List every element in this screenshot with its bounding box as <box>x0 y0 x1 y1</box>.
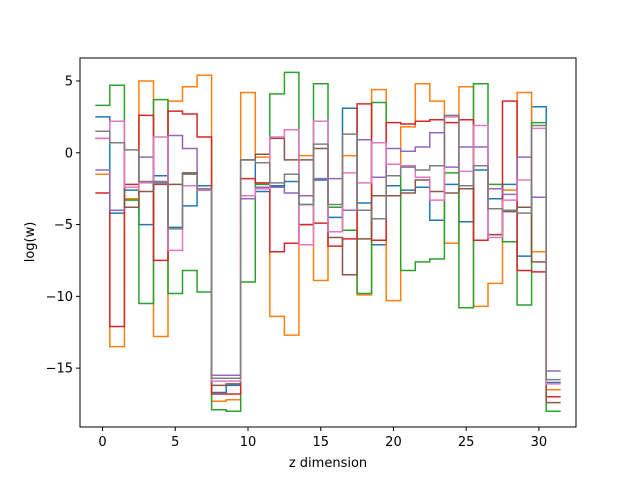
series-line-8 <box>95 114 561 381</box>
series-line-2 <box>95 74 561 402</box>
series-line-7 <box>95 116 561 385</box>
plot-frame <box>79 57 577 428</box>
series-line-4 <box>95 100 561 398</box>
y-tick-label: −5 <box>54 218 73 233</box>
series-layer <box>95 71 561 412</box>
y-tick-label: −15 <box>46 362 73 377</box>
x-tick-label: 5 <box>171 435 179 450</box>
x-axis-label: z dimension <box>289 456 367 471</box>
x-tick-label: 0 <box>98 435 106 450</box>
x-tick-label: 15 <box>312 435 329 450</box>
x-tick-label: 10 <box>240 435 257 450</box>
x-axis-ticks: 0 5 10 15 20 25 30 <box>98 427 547 450</box>
y-tick-label: 5 <box>65 74 73 89</box>
x-tick-label: 20 <box>385 435 402 450</box>
y-axis-label: log(w) <box>23 222 38 263</box>
y-tick-label: 0 <box>65 146 73 161</box>
y-tick-label: −10 <box>46 290 73 305</box>
x-tick-label: 25 <box>458 435 475 450</box>
x-tick-label: 30 <box>531 435 548 450</box>
y-axis-ticks: 5 0 −5 −10 −15 <box>46 74 80 377</box>
